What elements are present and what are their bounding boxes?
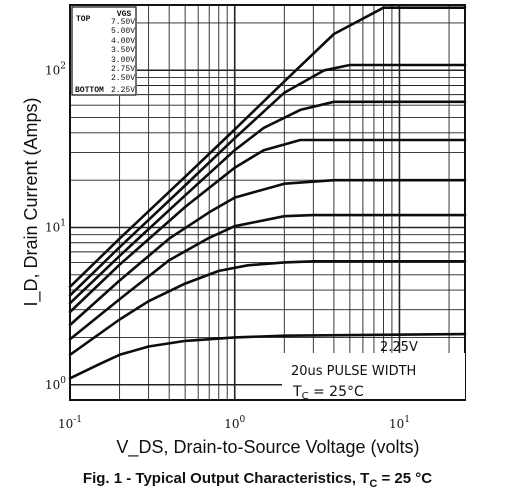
x-tick-exponent: -1 — [73, 415, 82, 425]
vgs-curve-4-00v — [68, 100, 467, 305]
vgs-curve-3-00v — [68, 178, 467, 327]
legend-value: 5.00V — [111, 27, 135, 36]
legend-top-label: TOP — [76, 15, 91, 24]
x-tick-label: 101 — [389, 415, 410, 431]
vgs-curve-2-25v — [68, 332, 467, 380]
plot-frame — [69, 4, 466, 401]
legend-value: 7.50V — [111, 18, 135, 27]
vgs-curve-7-50v — [68, 6, 467, 289]
annotation-background — [282, 353, 465, 399]
legend-border — [71, 6, 137, 96]
legend-value: 2.75V — [111, 65, 135, 74]
figure-caption: Fig. 1 - Typical Output Characteristics,… — [0, 470, 515, 490]
legend-value: 2.50V — [111, 74, 135, 83]
curve-label-2-25v: 2.25V — [380, 340, 418, 355]
caption-suffix: = 25 °C — [377, 470, 433, 487]
pulse-width-note: 20us PULSE WIDTH — [291, 364, 416, 379]
x-axis-label: V_DS, Drain-to-Source Voltage (volts) — [116, 437, 419, 458]
tc-prefix: T — [292, 384, 302, 400]
legend-value: 3.00V — [111, 56, 135, 65]
legend-value: 4.00V — [111, 37, 135, 46]
x-tick-label: 100 — [224, 415, 245, 431]
vgs-curve-2-50v — [68, 260, 467, 357]
case-temperature-note: TC = 25°C — [292, 384, 364, 402]
y-tick-base: 10 — [45, 63, 60, 77]
vgs-curve-5-00v — [68, 63, 467, 297]
y-tick-label: 102 — [45, 61, 66, 77]
tc-subscript: C — [302, 391, 309, 402]
caption-prefix: Fig. 1 - Typical Output Characteristics,… — [82, 470, 370, 487]
y-tick-label: 100 — [45, 376, 66, 392]
vgs-curve-2-75v — [68, 213, 467, 341]
y-tick-exponent: 2 — [60, 61, 66, 71]
curve-layer — [68, 6, 467, 380]
y-tick-exponent: 0 — [60, 376, 66, 386]
pulse-annotation: 2.25V 20us PULSE WIDTH TC = 25°C — [282, 340, 465, 402]
legend: VGS TOP BOTTOM 7.50V 5.00V 4.00V 3.50V 3… — [71, 6, 137, 96]
x-tick-exponent: 1 — [404, 415, 410, 425]
legend-value: 2.25V — [111, 86, 135, 95]
legend-header: VGS — [117, 10, 132, 19]
x-tick-base: 10 — [389, 417, 404, 431]
x-tick-base: 10 — [58, 417, 73, 431]
y-tick-base: 10 — [45, 221, 60, 235]
vgs-curve-3-50v — [68, 138, 467, 314]
y-tick-exponent: 1 — [60, 219, 66, 229]
legend-value: 3.50V — [111, 46, 135, 55]
x-tick-label: 10-1 — [58, 415, 82, 431]
x-tick-exponent: 0 — [239, 415, 245, 425]
y-tick-base: 10 — [45, 378, 60, 392]
tc-value: = 25°C — [309, 384, 364, 400]
y-axis-label: I_D, Drain Current (Amps) — [21, 97, 42, 306]
legend-bottom-label: BOTTOM — [75, 86, 104, 95]
y-tick-label: 101 — [45, 219, 66, 235]
caption-subscript: C — [369, 478, 378, 490]
legend-background — [71, 6, 137, 96]
x-tick-base: 10 — [224, 417, 239, 431]
